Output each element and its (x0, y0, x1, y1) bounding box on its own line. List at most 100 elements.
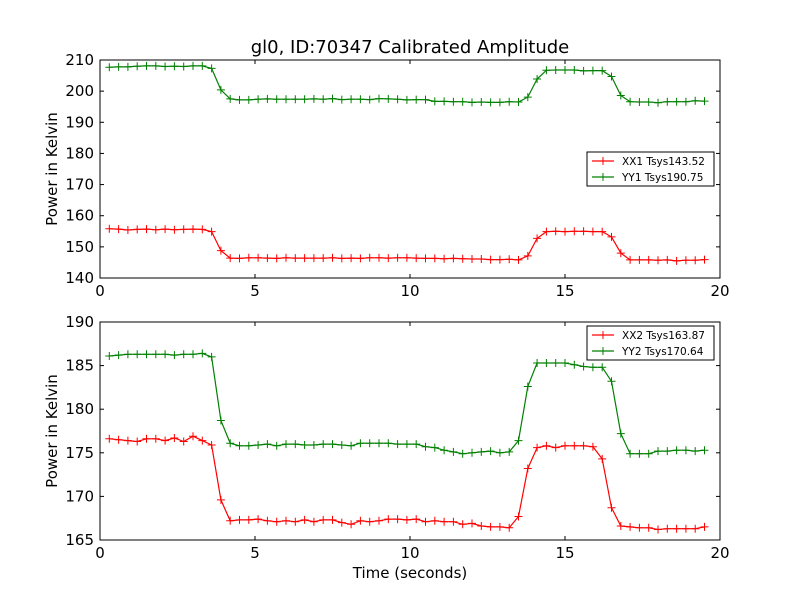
data-point (123, 436, 132, 445)
data-point (244, 95, 253, 104)
data-point (644, 449, 653, 458)
data-point (244, 253, 253, 262)
data-point (272, 517, 281, 526)
data-point (412, 515, 421, 524)
data-point (626, 97, 635, 106)
data-point (700, 522, 709, 531)
data-point (235, 441, 244, 450)
data-point (319, 515, 328, 524)
data-point (430, 254, 439, 263)
data-point (133, 225, 142, 234)
data-point (663, 524, 672, 533)
data-point (151, 434, 160, 443)
data-point (691, 447, 700, 456)
x-tick-label: 10 (400, 544, 419, 562)
legend-entry: YY2 Tsys170.64 (621, 346, 704, 358)
data-point (123, 62, 132, 71)
data-point (375, 253, 383, 262)
data-point (226, 94, 235, 103)
data-point (449, 97, 458, 106)
data-point (635, 449, 644, 458)
data-point (626, 255, 635, 264)
data-point (105, 224, 114, 233)
data-point (123, 226, 132, 234)
data-point (635, 98, 644, 106)
data-point (309, 441, 318, 449)
data-point (430, 443, 439, 452)
data-point (133, 437, 142, 446)
data-point (375, 94, 383, 103)
data-point (607, 503, 616, 512)
data-point (123, 350, 132, 359)
data-point (542, 227, 551, 236)
data-point (244, 515, 253, 524)
data-point (142, 225, 151, 234)
data-point (235, 515, 244, 524)
data-point (393, 95, 402, 104)
data-point (226, 516, 235, 525)
data-point (514, 98, 523, 106)
x-axis-title: Time (seconds) (352, 564, 468, 582)
data-point (672, 524, 681, 533)
data-point (523, 464, 532, 473)
data-point (402, 253, 411, 262)
data-point (533, 443, 542, 452)
data-point (263, 254, 272, 263)
data-point (495, 98, 504, 107)
data-point (393, 515, 402, 524)
data-point (514, 512, 523, 521)
data-point (309, 517, 318, 526)
data-point (691, 96, 700, 105)
data-point (440, 517, 449, 526)
x-tick-label: 0 (95, 282, 105, 300)
data-point (189, 225, 197, 234)
data-point (170, 62, 179, 71)
data-point (328, 515, 337, 524)
data-point (365, 253, 374, 262)
data-point (626, 449, 635, 458)
data-point (179, 350, 188, 359)
data-point (300, 254, 309, 263)
data-point (347, 441, 356, 450)
y-tick-label: 170 (65, 487, 94, 505)
data-point (393, 440, 402, 449)
data-point (514, 436, 523, 445)
data-point (477, 447, 486, 456)
data-point (263, 94, 272, 103)
data-point (328, 94, 337, 103)
y-axis-title: Power in Kelvin (43, 374, 61, 488)
data-point (114, 351, 123, 360)
data-point (282, 253, 290, 262)
y-tick-label: 180 (65, 400, 94, 418)
legend-entry: YY1 Tsys190.75 (621, 172, 703, 184)
data-point (114, 435, 123, 444)
data-point (291, 95, 300, 104)
data-point (375, 439, 383, 448)
data-point (254, 441, 263, 449)
data-point (412, 440, 421, 449)
data-point (133, 62, 142, 71)
data-point (254, 515, 263, 524)
x-tick-label: 10 (400, 282, 419, 300)
data-point (105, 63, 114, 72)
data-point (170, 225, 179, 234)
data-point (672, 446, 681, 455)
data-point (393, 253, 402, 262)
data-point (495, 255, 504, 264)
legend-box (586, 151, 715, 187)
data-point (282, 440, 290, 449)
data-point (235, 95, 244, 104)
data-point (105, 434, 114, 443)
y-tick-label: 140 (65, 269, 94, 287)
data-point (179, 225, 188, 234)
data-point (616, 429, 625, 438)
data-point (579, 441, 588, 450)
x-tick-label: 5 (250, 544, 260, 562)
data-point (440, 97, 449, 106)
data-point (142, 434, 151, 443)
data-point (198, 436, 207, 445)
data-point (561, 227, 569, 236)
data-point (672, 97, 681, 106)
y-axis-title: Power in Kelvin (43, 112, 61, 226)
data-point (151, 350, 160, 359)
